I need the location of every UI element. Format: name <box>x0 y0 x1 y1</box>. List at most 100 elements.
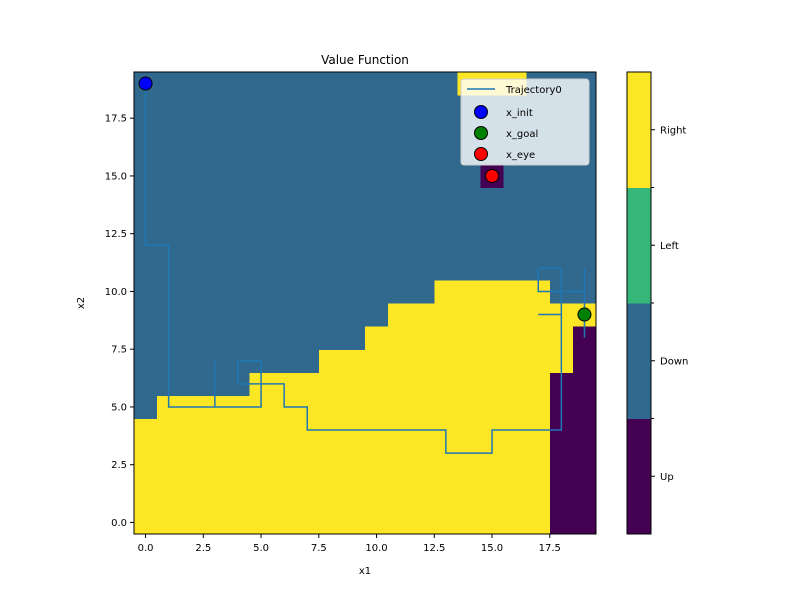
heatmap-cell <box>134 256 158 281</box>
heatmap-cell <box>411 487 435 512</box>
heatmap-cell <box>388 279 412 304</box>
heatmap-cell <box>203 510 227 535</box>
colorbar-segment <box>627 418 651 535</box>
heatmap-cell <box>318 141 343 165</box>
heatmap-cell <box>457 395 482 420</box>
heatmap-cell <box>272 187 297 212</box>
heatmap-cell <box>411 141 435 165</box>
heatmap-cell <box>203 487 227 512</box>
heatmap-cell <box>457 279 482 304</box>
heatmap-cell <box>318 187 343 212</box>
heatmap-cell <box>249 418 274 443</box>
heatmap-cell <box>341 510 366 535</box>
heatmap-cell <box>434 256 458 281</box>
heatmap-cell <box>318 349 343 373</box>
heatmap-cell <box>457 210 482 235</box>
heatmap-cell <box>572 326 597 350</box>
heatmap-cell <box>411 233 435 258</box>
heatmap-cell <box>226 187 251 212</box>
heatmap-cell <box>272 233 297 258</box>
heatmap-cell <box>365 395 389 420</box>
heatmap-cell <box>388 372 412 396</box>
heatmap-cell <box>526 233 551 258</box>
heatmap-cell <box>180 303 204 327</box>
heatmap-cell <box>203 256 227 281</box>
y-tick-label: 2.5 <box>111 460 127 471</box>
heatmap-cell <box>180 256 204 281</box>
heatmap-cell <box>572 418 597 443</box>
heatmap-cell <box>295 464 320 489</box>
heatmap-cell <box>341 372 366 396</box>
heatmap-cell <box>272 95 297 119</box>
heatmap-cell <box>434 510 458 535</box>
heatmap-cell <box>180 510 204 535</box>
heatmap-cell <box>295 487 320 512</box>
heatmap-cell <box>457 464 482 489</box>
heatmap-cell <box>272 487 297 512</box>
heatmap-cell <box>480 464 505 489</box>
heatmap-cell <box>180 441 204 466</box>
heatmap-cell <box>572 164 597 189</box>
heatmap-cell <box>157 118 181 142</box>
legend-label-x-eye: x_eye <box>506 150 535 161</box>
heatmap-cell <box>203 418 227 443</box>
heatmap-cell <box>226 510 251 535</box>
heatmap-cell <box>203 303 227 327</box>
heatmap-cell <box>434 95 458 119</box>
legend-x-eye-marker <box>474 147 488 161</box>
heatmap-cell <box>134 441 158 466</box>
heatmap-cell <box>411 72 435 96</box>
heatmap-cell <box>388 441 412 466</box>
heatmap-cell <box>388 233 412 258</box>
chart-title: Value Function <box>321 53 409 67</box>
heatmap-cell <box>203 95 227 119</box>
heatmap-cell <box>388 256 412 281</box>
heatmap-cell <box>134 418 158 443</box>
heatmap-cell <box>203 326 227 350</box>
heatmap-cell <box>318 372 343 396</box>
heatmap-cell <box>388 349 412 373</box>
heatmap-cell <box>249 72 274 96</box>
heatmap-cell <box>180 279 204 304</box>
heatmap-cell <box>572 187 597 212</box>
heatmap-cell <box>411 279 435 304</box>
heatmap-cell <box>318 464 343 489</box>
heatmap-cell <box>457 487 482 512</box>
heatmap-cell <box>226 487 251 512</box>
legend-label-trajectory: Trajectory0 <box>505 85 562 96</box>
heatmap-cell <box>180 418 204 443</box>
heatmap-cell <box>249 210 274 235</box>
heatmap-cell <box>226 418 251 443</box>
heatmap-cell <box>480 510 505 535</box>
heatmap-cell <box>434 487 458 512</box>
heatmap-cell <box>180 164 204 189</box>
heatmap-cell <box>572 464 597 489</box>
heatmap-cell <box>341 303 366 327</box>
heatmap-cell <box>388 326 412 350</box>
heatmap-cell <box>549 510 574 535</box>
heatmap-cell <box>134 372 158 396</box>
legend-label-x-goal: x_goal <box>506 129 538 140</box>
colorbar-label: Up <box>660 472 674 483</box>
heatmap-cell <box>526 395 551 420</box>
colorbar-segment <box>627 187 651 304</box>
heatmap-cell <box>318 256 343 281</box>
heatmap-cell <box>341 395 366 420</box>
colorbar-label: Down <box>660 356 688 367</box>
heatmap-cell <box>503 279 528 304</box>
heatmap-cell <box>480 487 505 512</box>
heatmap-cell <box>388 118 412 142</box>
heatmap-cell <box>549 210 574 235</box>
heatmap-cell <box>203 118 227 142</box>
heatmap-cell <box>388 187 412 212</box>
heatmap-cell <box>434 279 458 304</box>
heatmap-cell <box>180 464 204 489</box>
heatmap-cell <box>295 303 320 327</box>
x-eye-marker <box>485 168 500 183</box>
heatmap-cell <box>134 279 158 304</box>
heatmap-cell <box>295 372 320 396</box>
heatmap-cell <box>526 164 551 189</box>
heatmap-cell <box>480 349 505 373</box>
heatmap-cell <box>388 164 412 189</box>
